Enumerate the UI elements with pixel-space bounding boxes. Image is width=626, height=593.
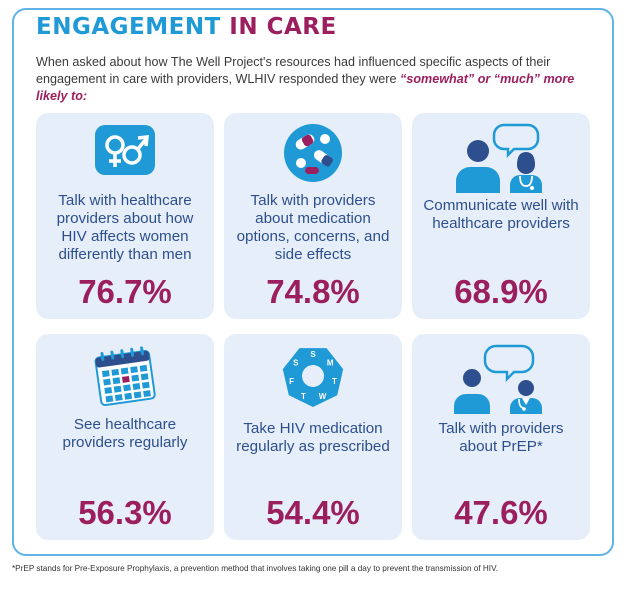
- card-percentage: 54.4%: [266, 494, 360, 531]
- organizer-day-label: F: [289, 377, 294, 386]
- medication-pills-icon: [283, 123, 343, 183]
- intro-text: When asked about how The Well Project's …: [36, 54, 596, 105]
- gender-symbols-icon: [95, 125, 155, 175]
- card-label: Talk with providers about medication opt…: [236, 192, 390, 263]
- card-see-providers: See healthcare providers regularly 56.3%: [36, 334, 214, 540]
- card-communicate-well: Communicate well with healthcare provide…: [412, 113, 590, 319]
- intro-body: When asked about how The Well Project's …: [36, 55, 551, 86]
- organizer-day-label: T: [301, 392, 306, 401]
- organizer-day-label: S: [310, 350, 316, 359]
- organizer-day-label: S: [293, 358, 299, 367]
- card-percentage: 76.7%: [78, 273, 172, 310]
- card-label: Communicate well with healthcare provide…: [423, 197, 579, 232]
- card-prep: Talk with providers about PrEP* 47.6%: [412, 334, 590, 540]
- card-gender-differences: Talk with healthcare providers about how…: [36, 113, 214, 319]
- organizer-day-label: M: [327, 358, 334, 367]
- organizer-day-label: W: [319, 392, 327, 401]
- organizer-day-label: T: [332, 377, 337, 386]
- card-medication-options: Talk with providers about medication opt…: [224, 113, 402, 319]
- footnote: *PrEP stands for Pre-Exposure Prophylaxi…: [12, 564, 499, 573]
- card-percentage: 56.3%: [78, 494, 172, 531]
- intro-emphasis: “somewhat” or “much” more likely to:: [36, 72, 575, 103]
- title-part-in-care: IN CARE: [229, 14, 337, 40]
- card-percentage: 47.6%: [454, 494, 548, 531]
- card-percentage: 68.9%: [454, 273, 548, 310]
- patient-doctor-speech-icon: [446, 342, 556, 416]
- card-label: Take HIV medication regularly as prescri…: [236, 420, 390, 455]
- card-percentage: 74.8%: [266, 273, 360, 310]
- card-label: Talk with healthcare providers about how…: [56, 192, 194, 263]
- title-part-engagement: ENGAGEMENT: [36, 14, 221, 40]
- card-label: See healthcare providers regularly: [62, 416, 188, 451]
- card-label: Talk with providers about PrEP*: [438, 420, 564, 455]
- patient-provider-chat-icon: [446, 121, 556, 195]
- calendar-icon: [92, 344, 158, 410]
- page-title: ENGAGEMENT IN CARE: [36, 14, 337, 40]
